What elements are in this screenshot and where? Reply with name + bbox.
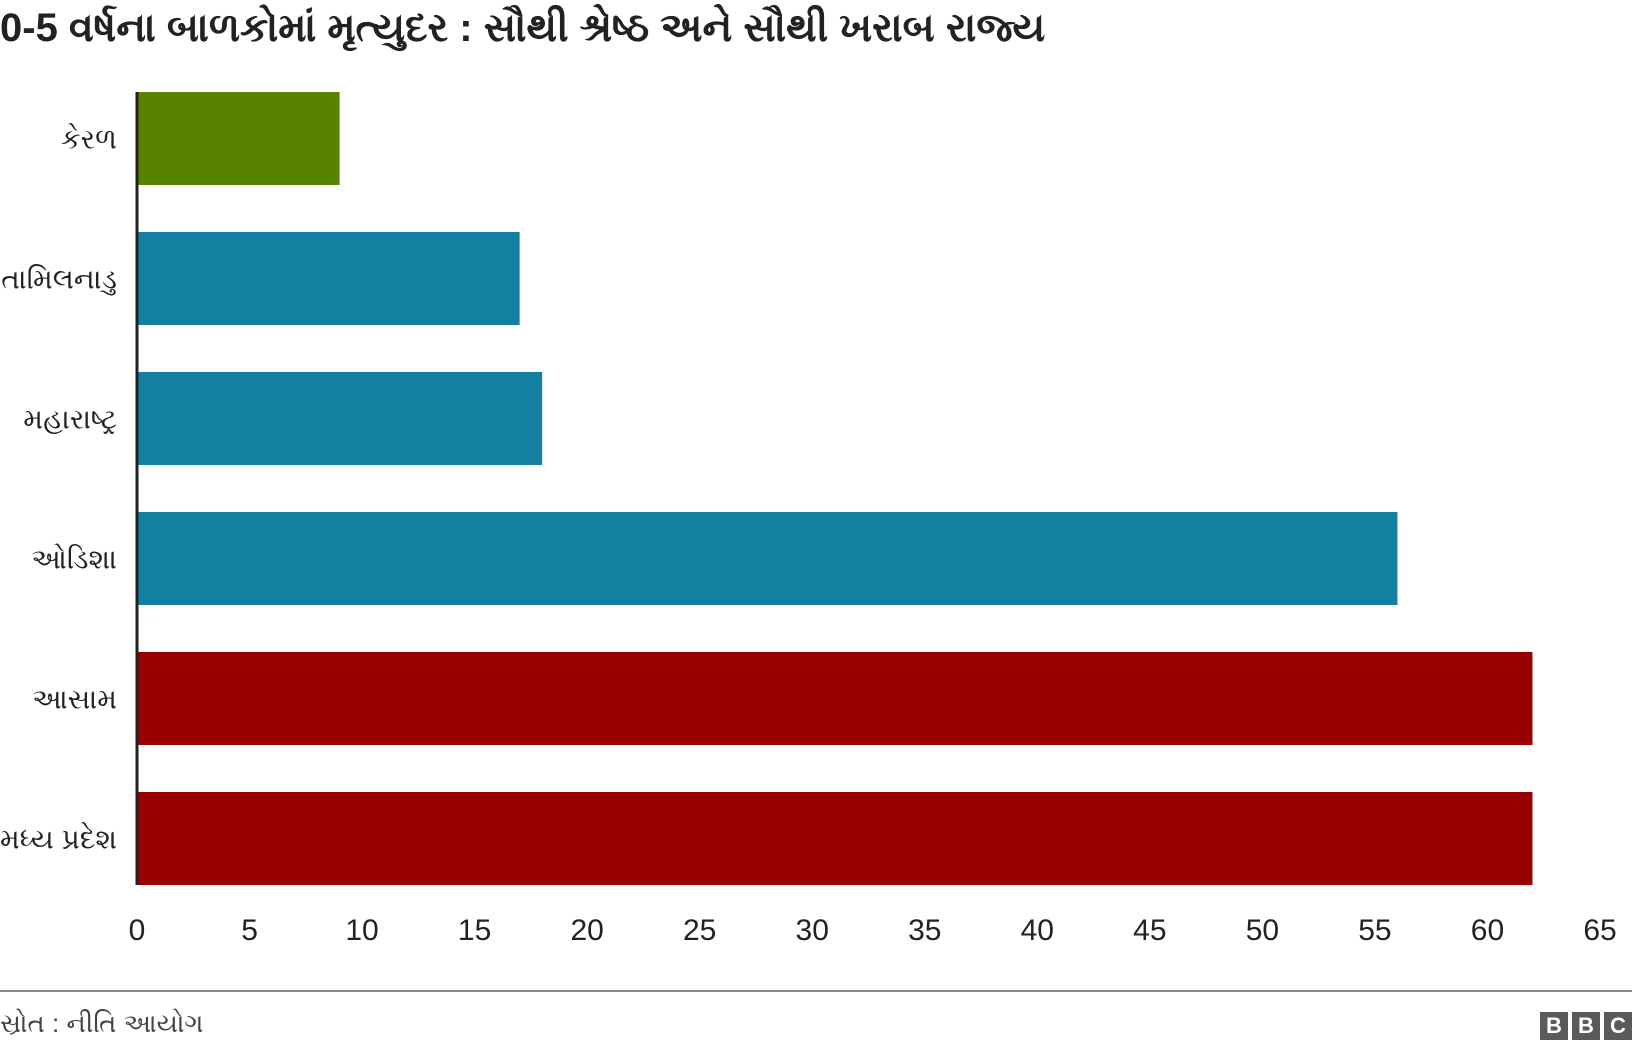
bar: [137, 512, 1398, 605]
x-tick-label: 45: [1133, 914, 1166, 947]
category-label: મધ્ય પ્રદેશ: [0, 822, 117, 854]
category-label: મહારાષ્ટ્ર: [23, 404, 117, 435]
x-tick-label: 5: [241, 914, 258, 947]
x-tick-label: 60: [1471, 914, 1504, 947]
x-tick-label: 40: [1021, 914, 1054, 947]
bar: [137, 92, 340, 185]
x-tick-label: 20: [570, 914, 603, 947]
category-label: કેરળ: [61, 123, 117, 154]
chart-title: 0-5 વર્ષના બાળકોમાં મૃત્યુદર : સૌથી શ્રે…: [0, 6, 1046, 50]
x-tick-labels: 0 5 10 15 20 25 30 35 40 45 50 55 60 65: [129, 914, 1617, 947]
bars-layer: [137, 92, 1533, 885]
bar: [137, 372, 543, 465]
x-tick-label: 10: [345, 914, 378, 947]
footer-divider: [0, 990, 1632, 992]
x-tick-label: 55: [1358, 914, 1391, 947]
source-note: સ્રોત : નીતિ આયોગ: [0, 1008, 204, 1038]
category-label: આસામ: [32, 684, 117, 715]
bar: [137, 232, 520, 325]
category-labels: કેરળ તામિલનાડુ મહારાષ્ટ્ર ઓડિશા આસામ મધ્ય પ્ર…: [0, 123, 117, 854]
x-tick-label: 65: [1583, 914, 1616, 947]
logo-letter: B: [1572, 1012, 1600, 1040]
logo-letter: B: [1540, 1012, 1568, 1040]
x-tick-label: 30: [796, 914, 829, 947]
x-tick-label: 35: [908, 914, 941, 947]
x-tick-label: 50: [1246, 914, 1279, 947]
category-label: ઓડિશા: [31, 544, 117, 575]
bar-chart: કેરળ તામિલનાડુ મહારાષ્ટ્ર ઓડિશા આસામ મધ્ય પ્ર…: [0, 92, 1617, 947]
x-tick-label: 15: [458, 914, 491, 947]
logo-letter: C: [1604, 1012, 1632, 1040]
category-label: તામિલનાડુ: [1, 264, 117, 295]
x-tick-label: 0: [129, 914, 146, 947]
x-tick-label: 25: [683, 914, 716, 947]
bar: [137, 792, 1533, 885]
bar: [137, 652, 1533, 745]
bbc-logo: B B C: [1540, 1012, 1632, 1040]
